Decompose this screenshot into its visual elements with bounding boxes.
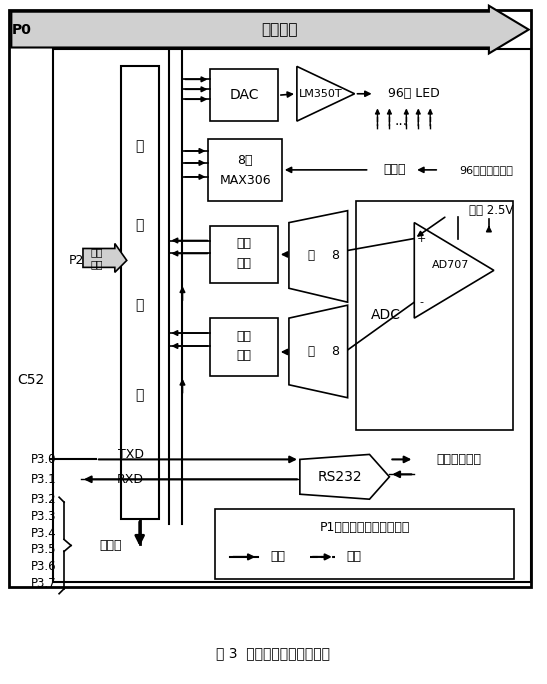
Text: 8: 8 <box>331 345 339 358</box>
Text: P3.7: P3.7 <box>31 577 57 590</box>
Bar <box>211 318 278 376</box>
Bar <box>216 509 514 579</box>
Text: P3.6: P3.6 <box>31 560 57 573</box>
Polygon shape <box>297 66 354 121</box>
Text: +: + <box>417 233 426 244</box>
Text: P3.5: P3.5 <box>31 544 57 557</box>
Bar <box>53 49 531 582</box>
Text: 8: 8 <box>331 249 339 262</box>
Text: 96路 LED: 96路 LED <box>388 88 440 101</box>
Text: P3.1: P3.1 <box>31 473 57 486</box>
Text: 选择: 选择 <box>237 257 252 270</box>
Bar <box>121 66 159 519</box>
Text: -: - <box>419 298 423 307</box>
Text: 地址
总线: 地址 总线 <box>91 248 103 269</box>
Text: 址: 址 <box>136 219 144 233</box>
Text: 图 3  凝血时间检测仪原理图: 图 3 凝血时间检测仪原理图 <box>216 646 330 661</box>
Polygon shape <box>11 5 529 53</box>
Text: AD707: AD707 <box>433 261 470 270</box>
Bar <box>356 200 513 430</box>
Text: P2: P2 <box>68 254 84 267</box>
Text: 译: 译 <box>136 298 144 312</box>
Text: P3.2: P3.2 <box>31 492 57 505</box>
Bar <box>211 226 278 283</box>
Text: 控制线: 控制线 <box>100 539 122 552</box>
Text: 地: 地 <box>136 139 144 153</box>
Text: 去计算机串口: 去计算机串口 <box>437 453 481 466</box>
Text: RXD: RXD <box>117 473 144 486</box>
Text: 数据总线: 数据总线 <box>261 22 298 37</box>
Text: C52: C52 <box>18 373 45 387</box>
Text: P0: P0 <box>11 23 31 37</box>
Text: P3.0: P3.0 <box>31 453 57 466</box>
Text: ...: ... <box>395 114 408 128</box>
Text: P3.4: P3.4 <box>31 527 57 540</box>
Bar <box>208 139 282 200</box>
Text: TXD: TXD <box>118 448 144 461</box>
Text: DAC: DAC <box>229 88 259 103</box>
Polygon shape <box>83 244 127 272</box>
Text: ADC: ADC <box>370 308 400 322</box>
Text: MAX306: MAX306 <box>219 174 271 187</box>
Text: 数据: 数据 <box>237 237 252 250</box>
Text: 数据: 数据 <box>237 330 252 343</box>
Text: 8个: 8个 <box>237 155 253 168</box>
Text: 选择: 选择 <box>237 350 252 363</box>
Polygon shape <box>300 454 389 499</box>
Text: 光路: 光路 <box>347 551 362 564</box>
Text: RS232: RS232 <box>317 470 362 484</box>
Text: 码: 码 <box>136 388 144 402</box>
Polygon shape <box>289 211 348 302</box>
Text: 96路光敏二极管: 96路光敏二极管 <box>459 165 513 175</box>
Text: 低: 低 <box>308 345 315 358</box>
Text: LM350T: LM350T <box>299 89 342 98</box>
Polygon shape <box>289 305 348 397</box>
Polygon shape <box>414 222 494 318</box>
Text: P1口：保留未用，可外接: P1口：保留未用，可外接 <box>319 521 410 534</box>
Text: P3.3: P3.3 <box>31 510 57 523</box>
Text: 电位器: 电位器 <box>383 163 406 176</box>
Bar <box>9 10 531 587</box>
Text: 基准 2.5V: 基准 2.5V <box>469 204 514 218</box>
Text: 高: 高 <box>308 249 315 262</box>
Bar <box>211 69 278 121</box>
Text: 电路: 电路 <box>270 551 285 564</box>
